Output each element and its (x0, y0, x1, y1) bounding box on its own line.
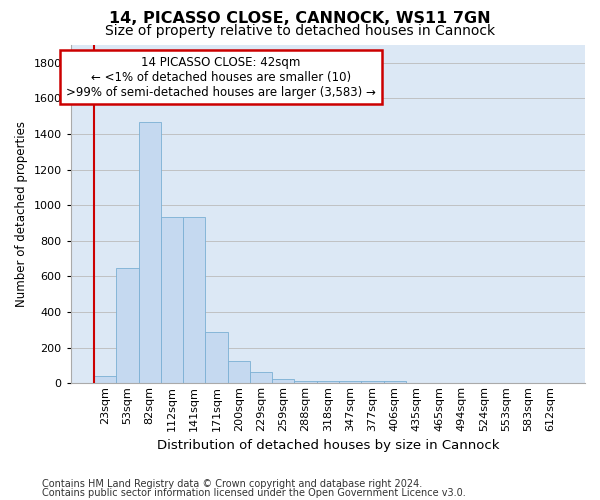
Bar (339, 382, 361, 384)
Bar (205, 332, 227, 384)
Bar (183, 217, 205, 384)
Text: 14 PICASSO CLOSE: 42sqm
← <1% of detached houses are smaller (10)
>99% of semi-d: 14 PICASSO CLOSE: 42sqm ← <1% of detache… (66, 56, 376, 98)
Bar (139, 122, 161, 384)
Text: Contains public sector information licensed under the Open Government Licence v3: Contains public sector information licen… (42, 488, 466, 498)
Y-axis label: Number of detached properties: Number of detached properties (15, 121, 28, 307)
Bar (250, 372, 272, 384)
Bar (116, 268, 139, 384)
Bar (227, 361, 250, 384)
X-axis label: Distribution of detached houses by size in Cannock: Distribution of detached houses by size … (157, 440, 499, 452)
Bar (317, 382, 339, 384)
Bar (161, 217, 183, 384)
Text: Contains HM Land Registry data © Crown copyright and database right 2024.: Contains HM Land Registry data © Crown c… (42, 479, 422, 489)
Bar (295, 382, 317, 384)
Text: 14, PICASSO CLOSE, CANNOCK, WS11 7GN: 14, PICASSO CLOSE, CANNOCK, WS11 7GN (109, 11, 491, 26)
Text: Size of property relative to detached houses in Cannock: Size of property relative to detached ho… (105, 24, 495, 38)
Bar (361, 382, 383, 384)
Bar (383, 382, 406, 384)
Bar (94, 376, 116, 384)
Bar (272, 379, 295, 384)
